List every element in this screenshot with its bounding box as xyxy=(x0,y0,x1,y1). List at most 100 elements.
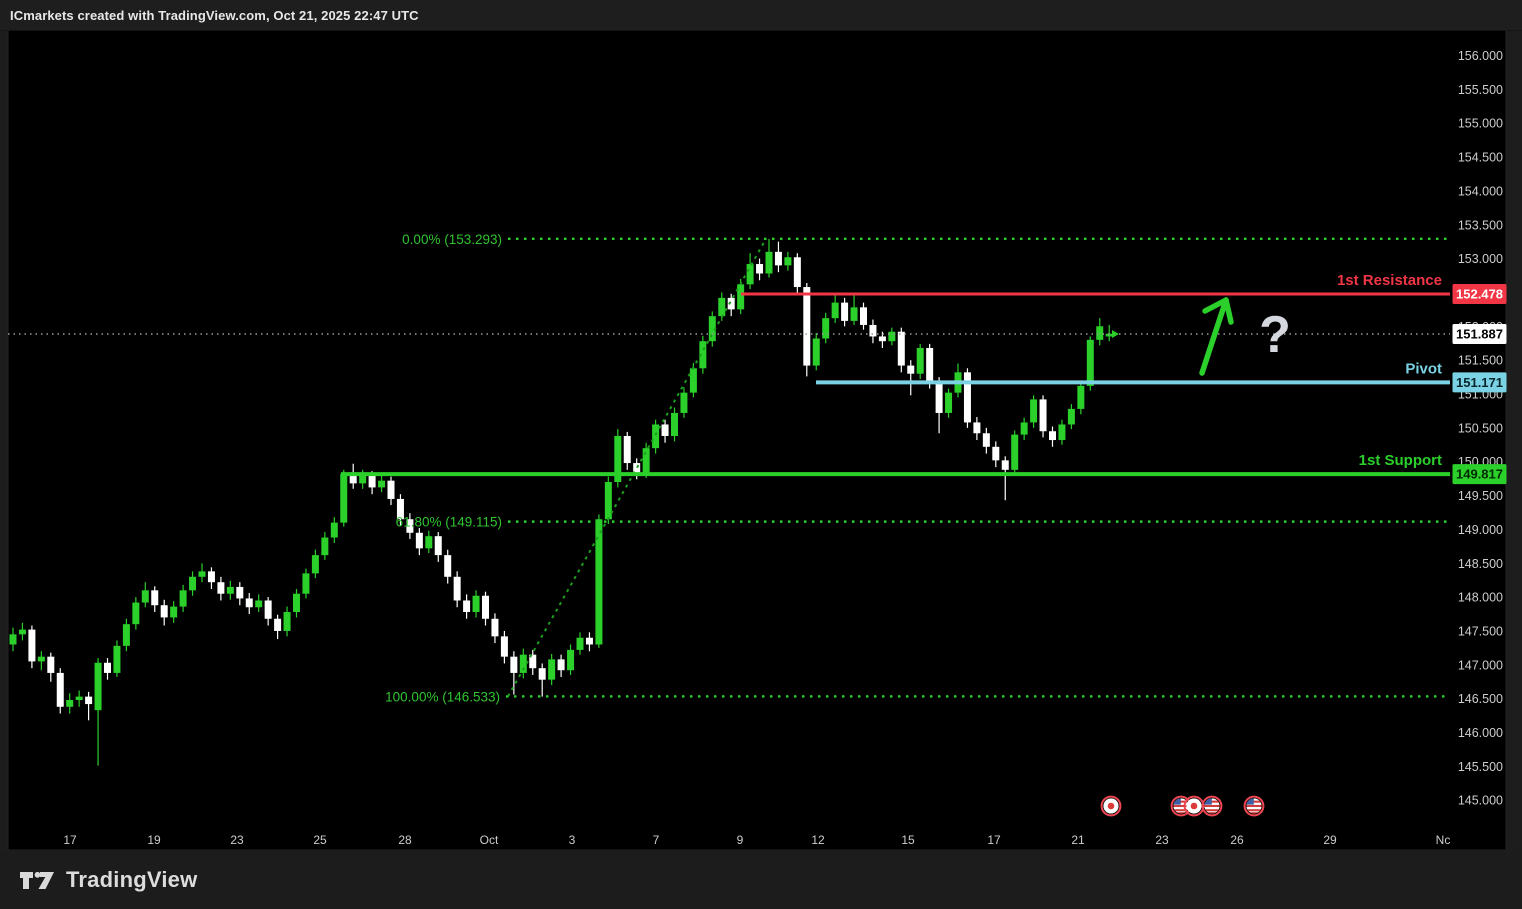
economic-event-jp-flag-icon[interactable] xyxy=(1100,795,1122,817)
price-chip xyxy=(1452,323,1507,344)
annotations-layer[interactable]: ? xyxy=(1112,297,1291,376)
candle-body xyxy=(529,654,537,669)
time-axis-tick: 15 xyxy=(901,833,915,847)
candle-body xyxy=(491,618,499,637)
candle-body xyxy=(396,498,404,520)
candle-body xyxy=(897,331,905,366)
candles-layer xyxy=(9,238,1113,766)
candle-body xyxy=(104,662,111,673)
candle-body xyxy=(434,536,442,556)
chips-layer: 152.478 151.887 151.171 149.817 xyxy=(1452,283,1507,485)
candle-body xyxy=(727,297,735,310)
candle-body xyxy=(1077,385,1085,409)
candle-body xyxy=(1001,460,1009,470)
time-axis[interactable]: 17 19 23 25 28 Oct 3 7 9 12 15 17 21 23 26 29 Nc xyxy=(63,833,1450,847)
candle-body xyxy=(548,659,556,680)
candle-body xyxy=(557,659,565,671)
time-axis-tick: 7 xyxy=(653,833,660,847)
candle-body xyxy=(708,316,716,342)
time-axis-tick: 21 xyxy=(1071,833,1085,847)
levels-layer[interactable]: 1st Resistance Pivot 1st Support xyxy=(8,272,1450,477)
candle-body xyxy=(774,251,782,266)
question-mark-annotation[interactable]: ? xyxy=(1259,306,1291,364)
price-axis-tick: 146.000 xyxy=(1458,726,1503,740)
candle-body xyxy=(236,586,244,599)
candle-body xyxy=(822,318,830,339)
candle-body xyxy=(1096,326,1104,340)
candle-body xyxy=(179,590,187,607)
price-axis-tick: 153.500 xyxy=(1458,218,1503,232)
candle-body xyxy=(189,576,197,591)
candle-body xyxy=(311,555,319,574)
level-name-label: 1st Resistance xyxy=(1337,272,1442,289)
price-axis-tick: 149.500 xyxy=(1458,489,1503,503)
candle-body xyxy=(85,696,93,705)
price-axis-tick: 150.500 xyxy=(1458,421,1503,435)
time-axis-tick: 25 xyxy=(313,833,327,847)
candle-body xyxy=(680,392,688,413)
economic-event-us-flag-icon[interactable] xyxy=(1201,795,1223,817)
candle-body xyxy=(321,537,329,556)
candle-body xyxy=(737,284,745,310)
candle-body xyxy=(66,700,74,707)
level-name-label: 1st Support xyxy=(1359,452,1442,469)
price-axis-tick: 149.000 xyxy=(1458,523,1503,537)
price-axis-tick: 156.000 xyxy=(1458,49,1503,63)
candle-body xyxy=(841,302,849,321)
candle-body xyxy=(245,598,253,608)
candle-body xyxy=(623,435,631,464)
fib-level-label: 100.00% (146.533) xyxy=(385,689,500,704)
candle-body xyxy=(585,637,593,645)
price-axis-tick: 148.500 xyxy=(1458,557,1503,571)
level-name-label: Pivot xyxy=(1405,360,1442,377)
candle-body xyxy=(689,368,697,393)
candle-body xyxy=(255,600,263,608)
trendline-layer[interactable] xyxy=(507,238,767,697)
candle-body xyxy=(1058,424,1066,441)
time-axis-tick: 17 xyxy=(987,833,1001,847)
price-axis-tick: 155.000 xyxy=(1458,117,1503,131)
fib-level-label: 61.80% (149.115) xyxy=(396,515,502,530)
candle-body xyxy=(756,264,764,274)
candle-body xyxy=(207,571,215,583)
candle-body xyxy=(283,611,291,631)
tradingview-logo-text: TradingView xyxy=(66,866,198,892)
price-axis-tick: 145.500 xyxy=(1458,760,1503,774)
tradingview-logo-icon xyxy=(20,871,54,889)
time-axis-tick: 19 xyxy=(147,833,161,847)
candle-body xyxy=(141,590,149,603)
candle-body xyxy=(330,522,338,538)
candle-body xyxy=(878,336,886,342)
candle-body xyxy=(75,696,83,701)
price-axis[interactable]: 156.000 155.500 155.000 154.500 154.000 153.5… xyxy=(1458,49,1503,808)
candle-body xyxy=(302,573,310,594)
event-icons-layer[interactable] xyxy=(1100,795,1265,817)
candle-body xyxy=(425,536,433,549)
candle-body xyxy=(9,634,17,645)
candle-body xyxy=(916,347,924,374)
candle-body xyxy=(170,606,178,618)
fib-trendline[interactable] xyxy=(507,238,767,697)
price-chip xyxy=(1452,464,1507,485)
candle-body xyxy=(1020,422,1028,435)
time-axis-tick: 26 xyxy=(1230,833,1244,847)
candle-body xyxy=(1011,434,1019,470)
candle-body xyxy=(444,555,452,577)
economic-event-jp-flag-icon[interactable] xyxy=(1183,795,1205,817)
up-arrow-head[interactable] xyxy=(1202,297,1234,325)
tradingview-logo[interactable]: TradingView xyxy=(0,865,197,895)
candle-body xyxy=(368,475,376,488)
time-axis-tick: 9 xyxy=(737,833,744,847)
candle-body xyxy=(151,590,159,606)
candle-body xyxy=(973,422,981,434)
candle-body xyxy=(746,264,754,285)
candlestick-chart[interactable]: 0.00% (153.293) 61.80% (149.115) 100.00% (… xyxy=(0,30,1522,850)
candle-body xyxy=(567,649,575,671)
candle-body xyxy=(614,435,622,483)
candle-body xyxy=(340,473,348,523)
candle-body xyxy=(671,412,678,436)
up-arrow-drawing[interactable] xyxy=(1199,297,1229,376)
candle-body xyxy=(888,331,896,342)
economic-event-us-flag-icon[interactable] xyxy=(1243,795,1265,817)
candle-body xyxy=(387,480,395,499)
